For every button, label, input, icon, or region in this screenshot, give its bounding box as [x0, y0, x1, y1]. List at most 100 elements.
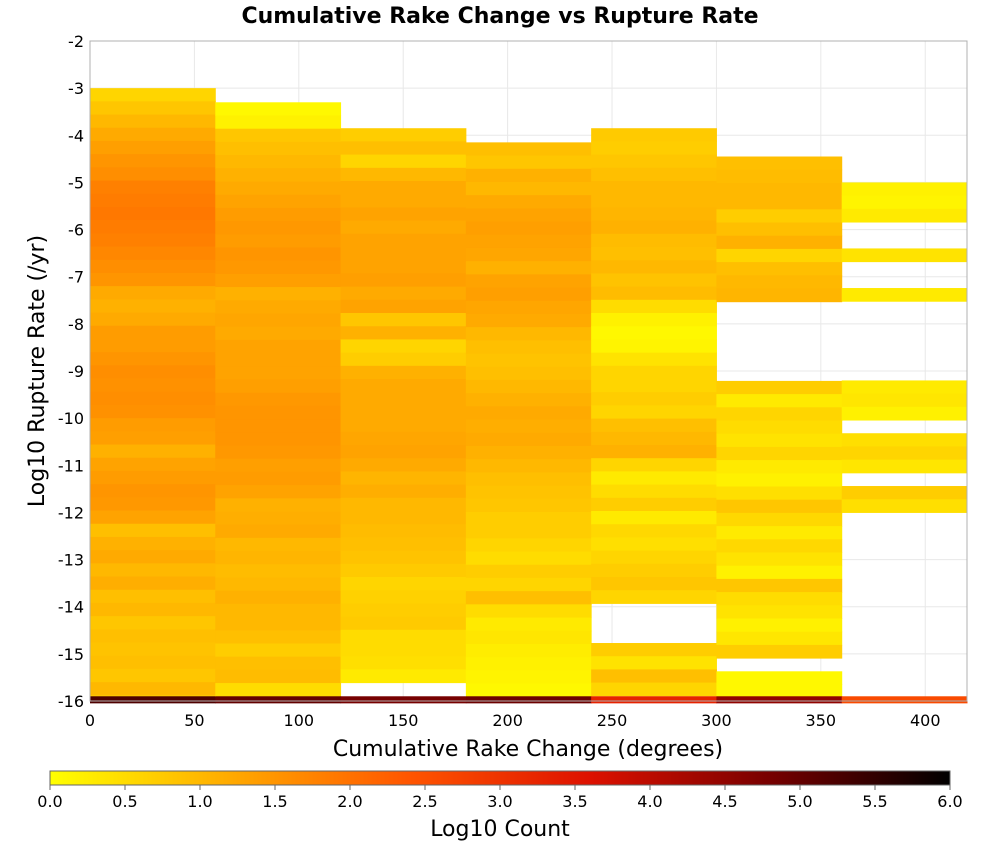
colorbar-tick-label: 2.5: [412, 792, 437, 811]
heatmap-cell: [340, 537, 467, 552]
heatmap-cell: [716, 618, 843, 633]
heatmap-cell: [215, 445, 342, 460]
heatmap-cell: [716, 460, 843, 474]
heatmap-cell: [591, 445, 717, 459]
heatmap-cell: [90, 668, 216, 683]
heatmap-cell: [215, 300, 342, 314]
heatmap-cell: [340, 656, 467, 670]
heatmap-cell: [340, 392, 467, 406]
heatmap-cell: [591, 563, 717, 578]
heatmap-cell: [591, 590, 717, 604]
heatmap-cell: [215, 234, 342, 248]
heatmap-cell: [90, 233, 216, 248]
heatmap-cell: [591, 524, 717, 538]
heatmap-cell: [340, 405, 467, 420]
heatmap-cell: [340, 616, 467, 631]
heatmap-cell: [716, 420, 843, 435]
heatmap-cell: [591, 537, 717, 552]
heatmap-cell: [591, 260, 717, 274]
heatmap-cell: [716, 473, 843, 487]
heatmap-cell: [90, 629, 216, 644]
heatmap-cell: [340, 629, 467, 644]
heatmap-cell: [90, 114, 216, 129]
heatmap-cell: [465, 142, 592, 157]
x-tick-label: 150: [388, 711, 419, 730]
heatmap-cell: [90, 695, 216, 697]
heatmap-cell: [591, 181, 717, 195]
heatmap-cell: [340, 590, 467, 604]
x-tick-label: 350: [806, 711, 837, 730]
heatmap-cell: [90, 312, 216, 327]
heatmap-cell: [215, 207, 342, 222]
heatmap-cell: [591, 128, 717, 142]
heatmap-cell: [215, 669, 342, 684]
heatmap-cell: [215, 630, 342, 644]
heatmap-cell-bottom: [591, 696, 717, 704]
heatmap-cell: [215, 221, 342, 235]
heatmap-cell: [215, 326, 342, 341]
heatmap-cell: [716, 235, 843, 250]
heatmap-cell-bottom: [90, 696, 216, 704]
heatmap-cell: [215, 524, 342, 539]
heatmap-cell: [90, 431, 216, 446]
heatmap-cell: [215, 419, 342, 433]
heatmap-cell: [716, 552, 843, 567]
heatmap-cell: [215, 643, 342, 658]
heatmap-cell: [215, 551, 342, 565]
heatmap-cell: [340, 141, 467, 156]
chart-title: Cumulative Rake Change vs Rupture Rate: [241, 4, 758, 29]
y-tick-label: -9: [68, 362, 84, 381]
heatmap-cell: [215, 458, 342, 473]
heatmap-cell: [340, 167, 467, 182]
colorbar-tick-label: 0.0: [37, 792, 62, 811]
heatmap-cell: [841, 393, 968, 408]
heatmap-cell: [465, 155, 592, 170]
heatmap-cell: [591, 511, 717, 525]
colorbar-tick-label: 6.0: [937, 792, 962, 811]
heatmap-cell: [215, 273, 342, 288]
x-tick-labels: 0 50 100 150 200 250 300 350 400: [85, 711, 941, 730]
heatmap-cell: [465, 419, 592, 434]
heatmap-cell: [90, 655, 216, 670]
heatmap-cell: [465, 181, 592, 196]
heatmap-cell: [591, 405, 717, 420]
heatmap-cell: [340, 233, 467, 248]
heatmap-cell: [465, 234, 592, 249]
heatmap-cell: [215, 485, 342, 499]
heatmap-cell: [841, 433, 968, 447]
heatmap-cell: [591, 656, 717, 670]
heatmap-cell: [716, 526, 843, 540]
heatmap-cell: [90, 140, 216, 155]
colorbar-tick-label: 4.0: [637, 792, 662, 811]
heatmap-cell: [90, 418, 216, 432]
heatmap-cell: [215, 511, 342, 526]
heatmap-cell: [90, 563, 216, 578]
heatmap-cell: [716, 684, 843, 697]
heatmap-cell: [90, 365, 216, 380]
colorbar-tick-labels: 0.0 0.5 1.0 1.5 2.0 2.5 3.0 3.5 4.0 4.5 5.0 5.5 6.0: [37, 785, 963, 811]
heatmap-cell: [90, 602, 216, 617]
heatmap-cell: [90, 484, 216, 498]
heatmap-cell: [340, 418, 467, 433]
heatmap-cell: [465, 551, 592, 566]
heatmap-cell: [465, 353, 592, 368]
heatmap-cell: [90, 378, 216, 393]
heatmap-cell: [591, 273, 717, 288]
heatmap-cell: [591, 484, 717, 499]
x-tick-label: 100: [284, 711, 315, 730]
heatmap-cell: [591, 313, 717, 327]
plot-frame: [89, 40, 968, 702]
colorbar-tick-label: 0.5: [112, 792, 137, 811]
heatmap-cell: [90, 444, 216, 459]
heatmap-cell: [340, 154, 467, 169]
heatmap-cell: [591, 392, 717, 406]
heatmap-cell: [340, 220, 467, 235]
heatmap-cell: [591, 365, 717, 380]
heatmap-cell: [90, 101, 216, 116]
heatmap-cell: [716, 182, 843, 197]
colorbar-label: Log10 Count: [430, 817, 570, 842]
heatmap-cell: [716, 222, 843, 237]
heatmap-cell: [716, 275, 843, 289]
heatmap-cell-bottom: [465, 696, 592, 704]
heatmap-cell: [591, 286, 717, 301]
